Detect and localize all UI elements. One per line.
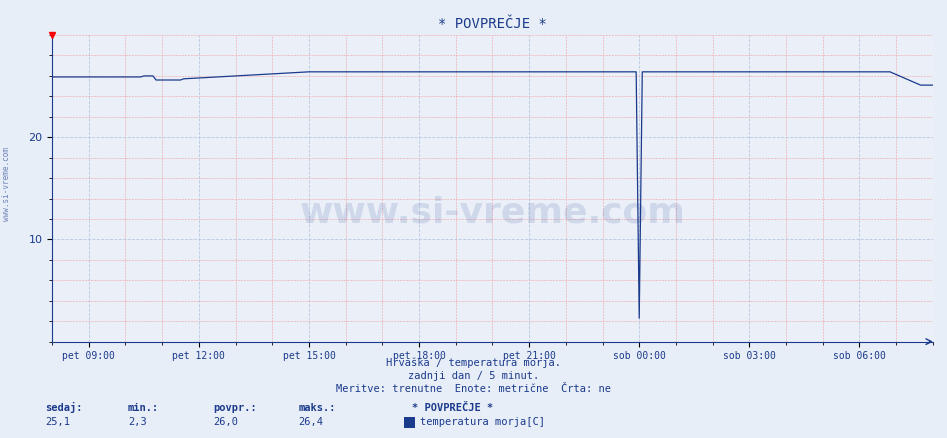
Text: maks.:: maks.: xyxy=(298,403,336,413)
Title: * POVPREČJE *: * POVPREČJE * xyxy=(438,17,546,31)
Text: temperatura morja[C]: temperatura morja[C] xyxy=(420,417,545,427)
Text: min.:: min.: xyxy=(128,403,159,413)
Text: 2,3: 2,3 xyxy=(128,417,147,427)
Text: 25,1: 25,1 xyxy=(45,417,70,427)
Text: 26,0: 26,0 xyxy=(213,417,238,427)
Text: www.si-vreme.com: www.si-vreme.com xyxy=(299,196,686,230)
Text: www.si-vreme.com: www.si-vreme.com xyxy=(2,147,11,221)
Text: sedaj:: sedaj: xyxy=(45,402,83,413)
Text: Hrvaška / temperatura morja.: Hrvaška / temperatura morja. xyxy=(386,357,561,368)
Text: zadnji dan / 5 minut.: zadnji dan / 5 minut. xyxy=(408,371,539,381)
Text: 26,4: 26,4 xyxy=(298,417,323,427)
Text: Meritve: trenutne  Enote: metrične  Črta: ne: Meritve: trenutne Enote: metrične Črta: … xyxy=(336,384,611,394)
Text: povpr.:: povpr.: xyxy=(213,403,257,413)
Text: * POVPREČJE *: * POVPREČJE * xyxy=(412,403,493,413)
